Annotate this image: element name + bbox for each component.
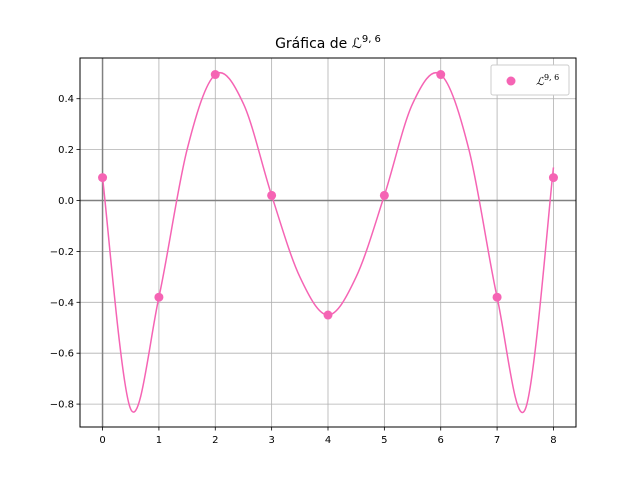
- y-tick-label: −0.8: [50, 400, 74, 411]
- y-tick-label: −0.6: [50, 349, 74, 360]
- x-tick-label: 6: [438, 435, 444, 446]
- legend-box: [490, 64, 570, 96]
- ticks: 0 1 2 3 4 5 6 7 8 −0.8 −0.6 −0.4 −0.2 0.0 0.2 0.4: [50, 94, 557, 446]
- zero-axes: [80, 58, 576, 427]
- y-tick-label: 0.2: [58, 145, 74, 156]
- y-tick-label: −0.4: [50, 298, 74, 309]
- chart-title-superscript: 9, 6: [362, 34, 381, 45]
- chart-title-main: Gráfica de ℒ: [275, 36, 362, 52]
- x-tick-label: 8: [550, 435, 556, 446]
- data-point: [323, 310, 333, 320]
- chart-title: Gráfica de ℒ9, 6: [275, 34, 381, 52]
- y-tick-label: 0.4: [58, 94, 74, 105]
- data-point: [98, 173, 108, 183]
- data-point: [548, 173, 558, 183]
- legend-label-superscript: 9, 6: [544, 73, 559, 82]
- data-point: [379, 190, 389, 200]
- legend-marker: [506, 76, 516, 86]
- data-point: [210, 70, 220, 80]
- x-tick-label: 1: [156, 435, 162, 446]
- data-point: [436, 70, 446, 80]
- x-tick-label: 0: [99, 435, 105, 446]
- data-point: [267, 190, 277, 200]
- x-tick-label: 7: [494, 435, 500, 446]
- legend-label: ℒ9, 6: [536, 73, 559, 88]
- data-point: [492, 292, 502, 302]
- y-tick-label: −0.2: [50, 247, 74, 258]
- x-tick-label: 4: [325, 435, 331, 446]
- grid: [80, 58, 576, 427]
- point-layer: [98, 70, 558, 320]
- legend: ℒ9, 6: [490, 64, 570, 96]
- legend-label-main: ℒ: [536, 75, 545, 88]
- x-tick-label: 2: [212, 435, 218, 446]
- data-point: [154, 292, 164, 302]
- x-tick-label: 3: [268, 435, 274, 446]
- y-tick-label: 0.0: [58, 196, 74, 207]
- x-tick-label: 5: [381, 435, 387, 446]
